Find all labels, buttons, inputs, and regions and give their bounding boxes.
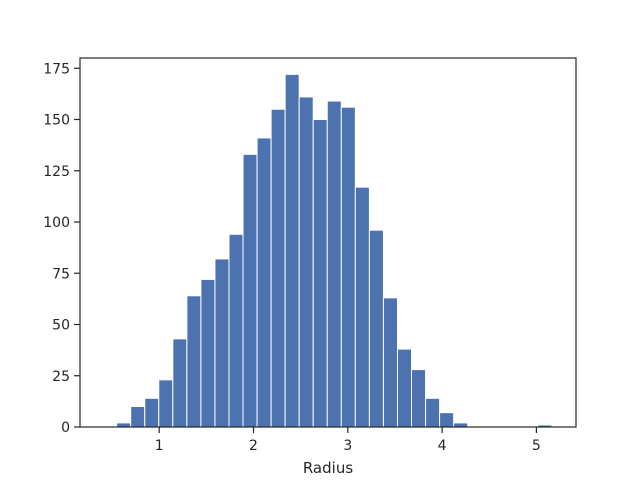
- x-tick-label: 2: [249, 438, 258, 454]
- histogram-bar: [242, 153, 258, 428]
- x-tick-label: 3: [343, 438, 352, 454]
- y-tick-label: 100: [43, 215, 70, 231]
- histogram-bar: [116, 422, 132, 428]
- histogram-bar: [144, 397, 160, 428]
- x-tick-label: 5: [532, 438, 541, 454]
- x-axis-label: Radius: [303, 459, 353, 477]
- histogram-bar: [158, 379, 174, 428]
- y-tick-label: 75: [52, 266, 70, 282]
- histogram-bar: [326, 100, 342, 428]
- histogram-bar: [298, 96, 314, 428]
- histogram-bar: [368, 229, 384, 428]
- histogram-bar: [284, 73, 300, 428]
- histogram-bar: [354, 186, 370, 428]
- histogram-bar: [256, 137, 272, 428]
- y-tick-label: 150: [43, 113, 70, 129]
- histogram-bar: [382, 297, 398, 428]
- x-tick-label: 4: [438, 438, 447, 454]
- histogram-bar: [453, 422, 469, 428]
- histogram-bar: [228, 233, 244, 428]
- y-tick-label: 175: [43, 61, 70, 77]
- histogram-bar: [186, 295, 202, 428]
- histogram-bar: [312, 119, 328, 428]
- histogram-bar: [270, 108, 286, 428]
- bars-group: [116, 73, 553, 428]
- x-axis-ticks: 1 2 3 4 5: [155, 427, 541, 454]
- y-tick-label: 50: [52, 318, 70, 334]
- x-tick-label: 1: [155, 438, 164, 454]
- histogram-bar: [214, 258, 230, 428]
- histogram-bar: [172, 338, 188, 428]
- y-tick-label: 125: [43, 164, 70, 180]
- histogram-bar: [411, 369, 427, 428]
- y-tick-label: 0: [61, 420, 70, 436]
- histogram-bar: [130, 406, 146, 428]
- histogram-bar: [200, 278, 216, 428]
- plot-frame: [79, 57, 577, 428]
- histogram-bar: [340, 106, 356, 428]
- y-tick-label: 25: [52, 369, 70, 385]
- histogram-bar: [439, 412, 455, 428]
- histogram-bar: [396, 348, 413, 428]
- y-axis-ticks: 0 25 50 75 100 125 150 175: [43, 61, 80, 436]
- histogram-bar: [425, 397, 441, 428]
